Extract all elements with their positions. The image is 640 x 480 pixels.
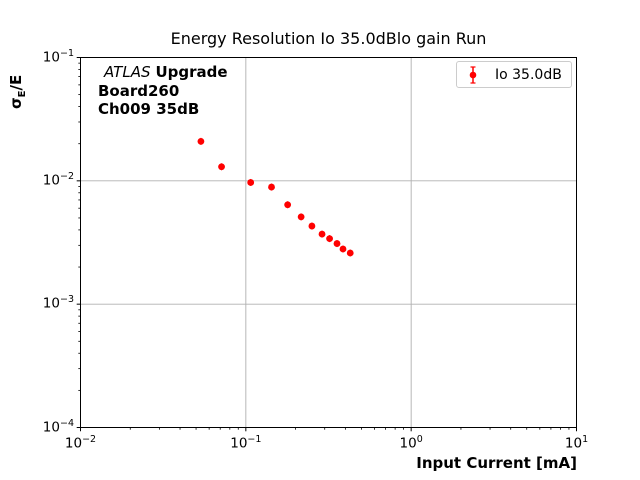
data-point (308, 222, 316, 230)
y-tick-label: 10−1 (42, 47, 74, 66)
y-axis-label-rest: /E (7, 74, 25, 91)
data-point (346, 249, 354, 257)
annotation-line-2: Board260 (98, 81, 180, 100)
data-point (333, 240, 341, 247)
data-point (218, 163, 225, 171)
x-tick-label: 10−2 (64, 434, 97, 452)
annotation-block: ATLAS Upgrade Board260 Ch009 35dB (98, 63, 228, 119)
y-tick-label: 10−2 (42, 170, 74, 189)
y-axis-label-sigma: σ (7, 97, 25, 109)
x-tick-label: 100 (399, 434, 423, 452)
y-tick-label: 10−3 (42, 294, 74, 312)
annotation-line-1: ATLAS Upgrade (98, 63, 228, 82)
errorbar-marker-icon (469, 65, 477, 84)
y-tick-label: 10−4 (42, 417, 74, 436)
data-point (339, 245, 347, 253)
data-point (326, 235, 333, 243)
x-axis-label: Input Current [mA] (416, 454, 577, 472)
x-tick-label: 10−1 (230, 434, 262, 452)
chart-title: Energy Resolution Io 35.0dBlo gain Run (170, 29, 487, 48)
legend-label: Io 35.0dB (495, 66, 562, 83)
data-point (318, 230, 326, 238)
y-axis-label-subscript: E (17, 90, 28, 98)
axes-spines (80, 57, 577, 428)
annotation-atlas: ATLAS (104, 63, 151, 81)
legend-box: Io 35.0dB (456, 61, 572, 88)
data-point (268, 183, 275, 191)
data-point (247, 179, 255, 186)
annotation-upgrade: Upgrade (155, 63, 228, 81)
annotation-line-3: Ch009 35dB (98, 100, 200, 118)
data-point (297, 213, 305, 221)
y-axis-label: σE/E (7, 75, 28, 109)
data-point (284, 201, 292, 209)
x-tick-label: 101 (564, 434, 589, 452)
data-point (197, 137, 205, 145)
